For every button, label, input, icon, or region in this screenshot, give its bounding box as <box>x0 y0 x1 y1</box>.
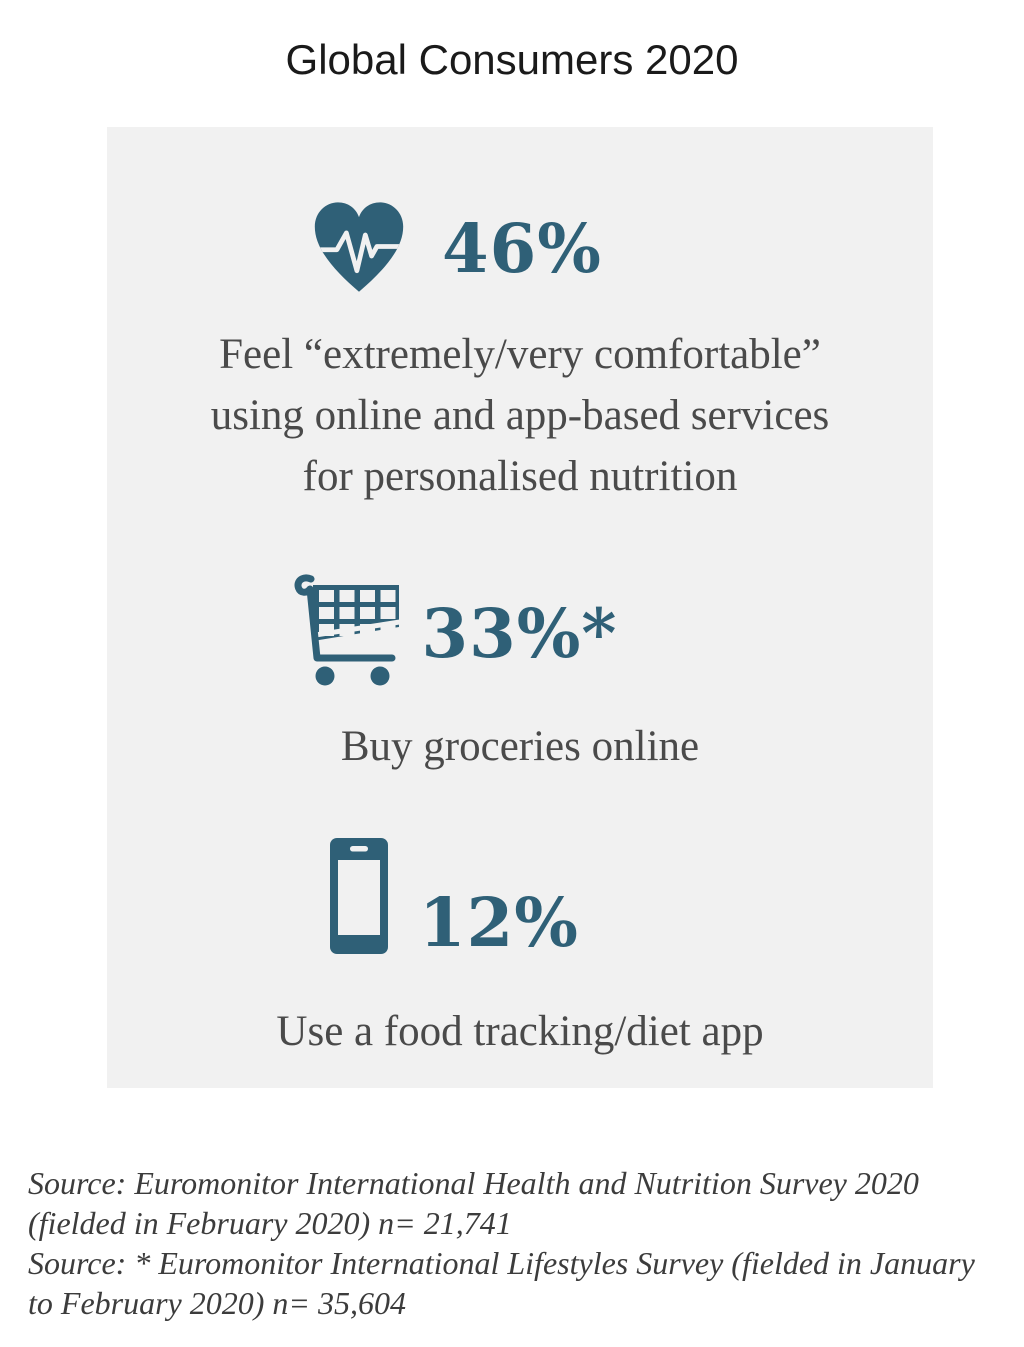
heart-pulse-icon <box>306 195 412 301</box>
description-line: using online and app-based services <box>210 392 830 439</box>
description-line: for personalised nutrition <box>302 453 738 500</box>
stat-description-groceries: Buy groceries online <box>107 716 933 777</box>
source-line: to February 2020) n= 35,604 <box>28 1285 406 1321</box>
stat-description-app: Use a food tracking/diet app <box>107 1001 933 1062</box>
stat-row-app: 12% <box>41 837 867 962</box>
stats-panel: 46% Feel “extremely/very comfortable” us… <box>107 127 933 1088</box>
stat-value-groceries: 33%* <box>421 593 618 673</box>
stat-description-nutrition: Feel “extremely/very comfortable” using … <box>107 324 933 507</box>
stat-row-nutrition: 46% <box>41 195 867 301</box>
description-line: Feel “extremely/very comfortable” <box>219 331 821 378</box>
source-line: (fielded in February 2020) n= 21,741 <box>28 1205 512 1241</box>
stat-value-nutrition: 46% <box>442 208 602 288</box>
description-line: Use a food tracking/diet app <box>276 1008 764 1055</box>
stat-row-groceries: 33%* <box>41 573 867 693</box>
source-notes: Source: Euromonitor International Health… <box>28 1163 1008 1323</box>
stat-value-app: 12% <box>419 882 579 962</box>
page-title: Global Consumers 2020 <box>285 36 739 83</box>
source-line: Source: Euromonitor International Health… <box>28 1165 919 1201</box>
shopping-cart-icon <box>291 571 406 696</box>
description-line: Buy groceries online <box>340 723 700 770</box>
source-line: Source: * Euromonitor International Life… <box>28 1245 975 1281</box>
smartphone-icon <box>329 837 389 960</box>
